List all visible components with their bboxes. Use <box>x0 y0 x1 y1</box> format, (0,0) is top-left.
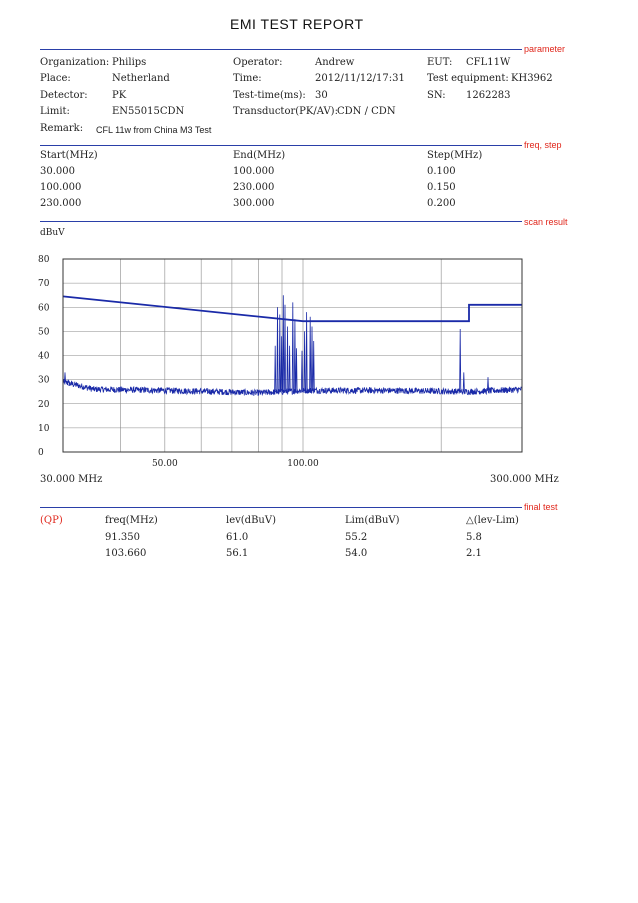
freq-cell: 103.660 <box>105 548 147 559</box>
detector-value: PK <box>112 90 127 101</box>
x-tick-labels: 50.00 100.00 <box>152 459 319 469</box>
lev-cell: 61.0 <box>226 532 249 543</box>
step-cell: 0.150 <box>427 182 456 193</box>
detector-label: Detector: <box>40 90 88 101</box>
place-label: Place: <box>40 73 71 84</box>
lim-header: Lim(dBuV) <box>345 515 400 526</box>
delta-cell: 2.1 <box>466 548 482 559</box>
section-label-final-test: final test <box>524 502 558 512</box>
x-tick-label: 100.00 <box>287 459 319 469</box>
section-label-freq-step: freq, step <box>524 140 562 150</box>
freq-header: freq(MHz) <box>105 515 158 526</box>
y-tick-label: 40 <box>38 352 50 362</box>
remark-label: Remark: <box>40 123 84 134</box>
x-tick-label: 50.00 <box>152 459 178 469</box>
section-divider <box>40 49 522 50</box>
delta-header: △(lev-Lim) <box>466 515 519 526</box>
lim-cell: 54.0 <box>345 548 368 559</box>
remark-value: CFL 11w from China M3 Test <box>96 125 212 135</box>
transducer-value: CDN / CDN <box>337 106 396 117</box>
end-header: End(MHz) <box>233 150 286 161</box>
lev-cell: 56.1 <box>226 548 249 559</box>
y-tick-labels: 0 10 20 30 40 50 60 70 80 <box>38 255 50 458</box>
section-divider <box>40 507 522 508</box>
section-divider <box>40 145 522 146</box>
test-time-label: Test-time(ms): <box>233 90 306 101</box>
qp-tag: (QP) <box>40 515 63 526</box>
step-header: Step(MHz) <box>427 150 483 161</box>
transducer-label: Transductor(PK/AV): <box>233 106 338 117</box>
time-label: Time: <box>233 73 262 84</box>
y-axis-label: dBuV <box>40 228 65 238</box>
y-tick-label: 80 <box>38 255 50 265</box>
eut-label: EUT: <box>427 57 453 68</box>
chart-grid <box>63 259 522 452</box>
y-tick-label: 0 <box>38 448 44 458</box>
start-cell: 230.000 <box>40 198 82 209</box>
y-tick-label: 10 <box>38 424 50 434</box>
limit-line <box>62 295 522 323</box>
place-value: Netherland <box>112 73 170 84</box>
organization-label: Organization: <box>40 57 110 68</box>
section-label-parameter: parameter <box>524 44 566 54</box>
x-end-label: 300.000 MHz <box>490 474 559 485</box>
time-value: 2012/11/12/17:31 <box>315 73 405 84</box>
chart-traces <box>62 295 523 397</box>
section-divider <box>40 221 522 222</box>
end-cell: 230.000 <box>233 182 275 193</box>
delta-cell: 5.8 <box>466 532 482 543</box>
lev-header: lev(dBuV) <box>226 515 276 526</box>
eut-value: CFL11W <box>466 57 511 68</box>
operator-label: Operator: <box>233 57 283 68</box>
test-equipment-value: KH3962 <box>511 73 553 84</box>
report-title: EMI TEST REPORT <box>230 16 364 32</box>
scan-trace <box>62 295 523 397</box>
organization-value: Philips <box>112 57 147 68</box>
sn-value: 1262283 <box>466 90 511 101</box>
y-tick-label: 20 <box>38 400 50 410</box>
sn-label: SN: <box>427 90 446 101</box>
limit-label: Limit: <box>40 106 70 117</box>
step-cell: 0.200 <box>427 198 456 209</box>
section-label-scan-result: scan result <box>524 217 568 227</box>
start-header: Start(MHz) <box>40 150 98 161</box>
x-start-label: 30.000 MHz <box>40 474 103 485</box>
limit-value: EN55015CDN <box>112 106 185 117</box>
start-cell: 30.000 <box>40 166 75 177</box>
y-tick-label: 60 <box>38 303 50 313</box>
scan-chart: dBuV 0 10 20 30 40 50 60 70 80 50.00 100.00 <box>38 228 523 469</box>
operator-value: Andrew <box>315 57 355 68</box>
y-tick-label: 70 <box>38 279 50 289</box>
plot-frame <box>62 258 523 453</box>
test-equipment-label: Test equipment: <box>427 73 509 84</box>
y-tick-label: 50 <box>38 327 50 337</box>
end-cell: 100.000 <box>233 166 275 177</box>
lim-cell: 55.2 <box>345 532 368 543</box>
test-time-value: 30 <box>315 90 328 101</box>
step-cell: 0.100 <box>427 166 456 177</box>
end-cell: 300.000 <box>233 198 275 209</box>
freq-cell: 91.350 <box>105 532 140 543</box>
y-tick-label: 30 <box>38 376 50 386</box>
start-cell: 100.000 <box>40 182 82 193</box>
